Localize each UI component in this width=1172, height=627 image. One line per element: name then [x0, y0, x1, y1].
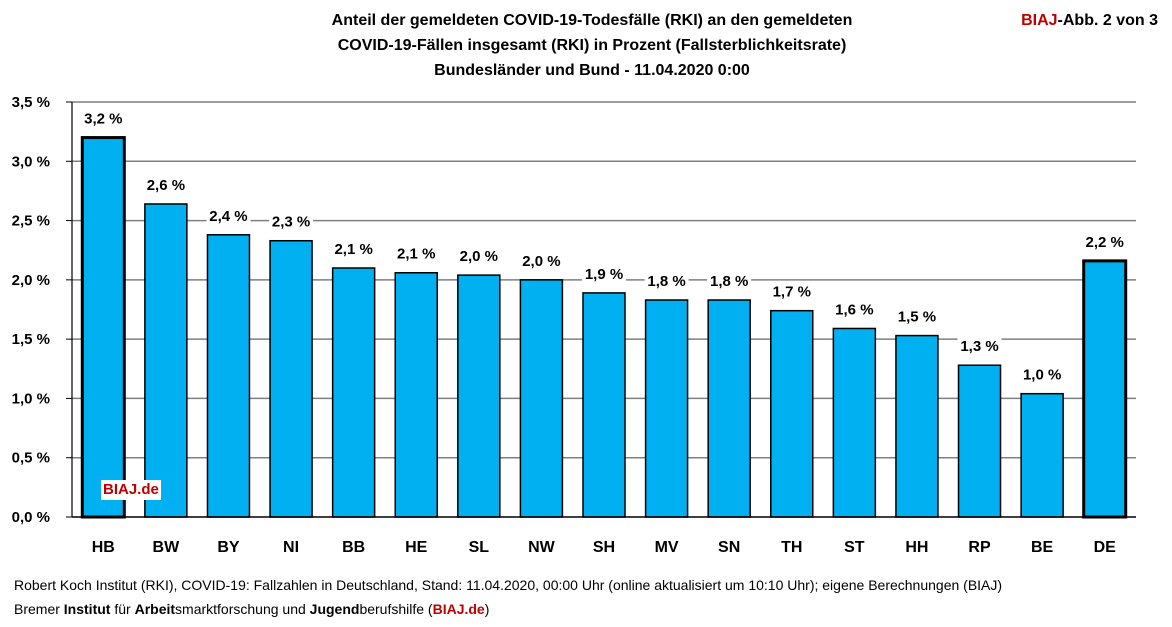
- x-tick-label-sn: SN: [718, 539, 740, 556]
- bar-by: [206, 234, 251, 518]
- data-label-bg: [1020, 364, 1065, 383]
- bar-sl: [457, 274, 501, 518]
- y-tick-label: 0,0 %: [12, 509, 50, 526]
- chart-title-line1: Anteil der gemeldeten COVID-19-Todesfäll…: [331, 12, 853, 29]
- x-tick-label-rp: RP: [968, 539, 991, 556]
- data-label-bg: [269, 211, 314, 230]
- data-label-bg: [707, 271, 752, 290]
- data-label-rp: 1,3 %: [960, 338, 998, 355]
- chart-title-line3: Bundesländer und Bund - 11.04.2020 0:00: [434, 62, 750, 79]
- data-label-bg: [81, 108, 126, 127]
- biaj-link[interactable]: BIAJ.de: [432, 601, 485, 617]
- data-label-bg: [394, 243, 439, 262]
- data-label-bg: [206, 205, 251, 224]
- x-tick-label-bb: BB: [342, 539, 365, 556]
- bar-hh: [895, 334, 939, 518]
- x-tick-label-he: HE: [405, 539, 428, 556]
- data-label-bg: [143, 174, 188, 193]
- bar-sn: [707, 299, 751, 518]
- data-label-bg: [832, 299, 877, 318]
- y-tick-label: 1,5 %: [12, 331, 50, 348]
- bar-th: [770, 309, 814, 518]
- bar-layer: [80, 136, 1128, 519]
- x-tick-label-sl: SL: [469, 539, 490, 556]
- data-label-by: 2,4 %: [209, 208, 247, 225]
- y-tick-label: 2,0 %: [12, 272, 50, 289]
- bar-he: [394, 271, 438, 518]
- x-tick-label-th: TH: [781, 539, 802, 556]
- data-label-nw: 2,0 %: [522, 253, 560, 270]
- x-tick-label-st: ST: [844, 539, 865, 556]
- data-label-bg: [331, 239, 376, 257]
- bar-de: [1082, 259, 1128, 519]
- x-tick-label-hb: HB: [92, 539, 115, 556]
- y-tick-label: 1,0 %: [12, 390, 50, 407]
- data-label-bg: [1082, 231, 1127, 250]
- data-label-hb: 3,2 %: [84, 111, 122, 128]
- data-label-bg: [957, 336, 1002, 355]
- data-label-bg: [582, 263, 626, 282]
- data-label-bg: [519, 250, 564, 269]
- data-label-bg: [769, 281, 814, 300]
- y-tick-label: 3,5 %: [12, 94, 50, 111]
- data-label-hh: 1,5 %: [898, 309, 936, 326]
- x-tick-label-ni: NI: [283, 539, 299, 556]
- data-label-de: 2,2 %: [1086, 234, 1124, 251]
- figure-badge: BIAJ-Abb. 2 von 3: [1021, 8, 1158, 33]
- data-label-bg: [456, 246, 501, 265]
- data-label-sl: 2,0 %: [460, 248, 498, 265]
- chart-title-line2: COVID-19-Fällen insgesamt (RKI) in Proze…: [337, 37, 847, 54]
- bar-hb: [80, 136, 126, 519]
- bar-ni: [269, 239, 313, 518]
- data-label-bw: 2,6 %: [147, 177, 185, 194]
- badge-brand: BIAJ: [1021, 12, 1058, 29]
- data-label-bg: [894, 306, 939, 325]
- data-label-mv: 1,8 %: [647, 273, 685, 290]
- x-tick-label-bw: BW: [153, 539, 181, 556]
- bar-mv: [644, 299, 689, 518]
- x-tick-label-nw: NW: [528, 539, 556, 556]
- source-note: Robert Koch Institut (RKI), COVID-19: Fa…: [14, 573, 1002, 621]
- data-label-he: 2,1 %: [397, 246, 435, 263]
- source-line1: Robert Koch Institut (RKI), COVID-19: Fa…: [14, 577, 1003, 593]
- bar-rp: [957, 364, 1002, 518]
- label-layer: 3,2 % HB 2,6 % BW 2,4 % BY 2,3 % NI 2,1 % BB 2,1 %…: [72, 108, 1136, 556]
- data-label-ni: 2,3 %: [272, 214, 310, 231]
- data-label-sh: 1,9 %: [585, 266, 623, 283]
- y-tick-label: 3,0 %: [12, 153, 50, 170]
- bar-st: [832, 327, 877, 518]
- watermark-logo: BIAJ.de: [101, 480, 161, 500]
- data-label-bb: 2,1 %: [334, 241, 372, 258]
- data-label-be: 1,0 %: [1023, 367, 1061, 384]
- chart-title: Anteil der gemeldeten COVID-19-Todesfäll…: [222, 8, 962, 83]
- data-label-st: 1,6 %: [835, 301, 873, 318]
- badge-figure-number: -Abb. 2 von 3: [1057, 12, 1158, 29]
- x-tick-label-mv: MV: [655, 539, 679, 556]
- x-tick-label-by: BY: [217, 539, 240, 556]
- y-tick-label: 2,5 %: [12, 213, 50, 230]
- bar-bw: [144, 203, 188, 518]
- data-label-bg: [644, 271, 689, 290]
- source-line2: Bremer Institut für Arbeitsmarktforschun…: [14, 601, 490, 617]
- bar-be: [1020, 392, 1064, 518]
- x-tick-label-de: DE: [1094, 539, 1117, 556]
- bar-bb: [331, 267, 376, 518]
- bar-sh: [582, 292, 626, 518]
- data-label-sn: 1,8 %: [710, 273, 748, 290]
- bar-nw: [519, 279, 564, 518]
- x-tick-label-sh: SH: [593, 539, 615, 556]
- x-tick-label-hh: HH: [905, 539, 928, 556]
- x-tick-label-be: BE: [1031, 539, 1054, 556]
- data-label-th: 1,7 %: [773, 284, 811, 301]
- y-tick-label: 0,5 %: [12, 450, 50, 467]
